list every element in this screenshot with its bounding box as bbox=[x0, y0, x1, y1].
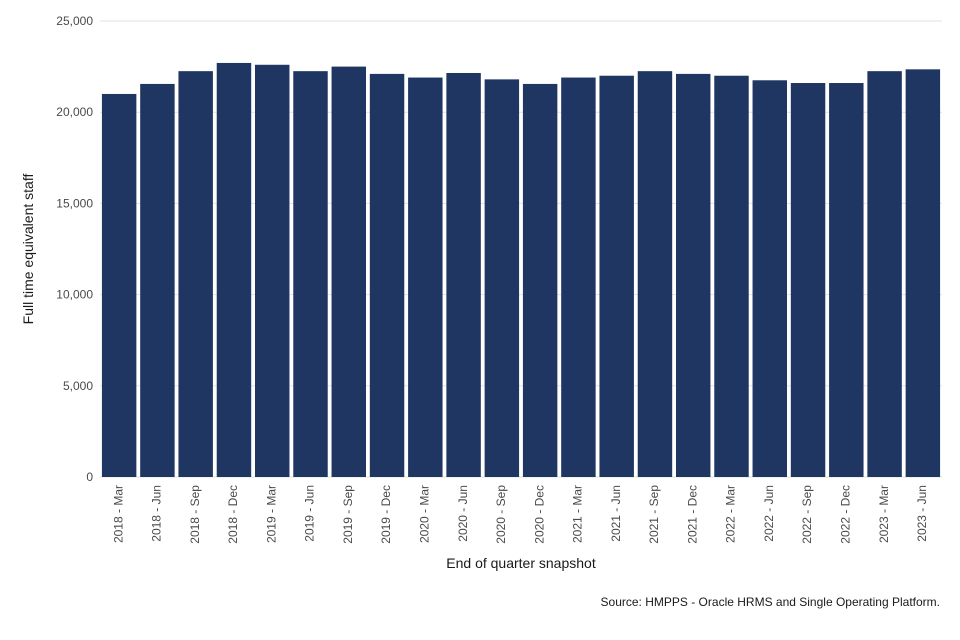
x-tick-label: 2021 - Mar bbox=[571, 485, 585, 543]
x-tick-label: 2018 - Sep bbox=[188, 485, 202, 544]
x-tick-label: 2020 - Sep bbox=[494, 485, 508, 544]
x-tick-label: 2018 - Mar bbox=[111, 485, 125, 543]
bar bbox=[637, 71, 673, 477]
x-tick-label: 2021 - Dec bbox=[685, 485, 699, 544]
bar bbox=[752, 80, 787, 477]
y-axis-ticks: 0 5,000 10,000 15,000 20,000 25,000 bbox=[56, 14, 93, 484]
bar bbox=[369, 73, 405, 478]
bar bbox=[101, 93, 137, 478]
x-tick-label: 2020 - Mar bbox=[417, 485, 431, 543]
bar bbox=[676, 73, 711, 478]
bar bbox=[484, 79, 520, 478]
x-tick-label: 2019 - Mar bbox=[264, 485, 278, 543]
y-tick-label: 25,000 bbox=[56, 14, 93, 28]
x-tick-label: 2021 - Jun bbox=[609, 485, 623, 542]
bar bbox=[714, 75, 749, 477]
y-axis-title: Full time equivalent staff bbox=[20, 174, 36, 325]
x-tick-label: 2022 - Dec bbox=[838, 485, 852, 544]
x-tick-label: 2020 - Dec bbox=[532, 485, 546, 544]
bar bbox=[867, 71, 902, 477]
x-tick-label: 2018 - Dec bbox=[226, 485, 240, 544]
x-tick-label: 2019 - Sep bbox=[341, 485, 355, 544]
bar bbox=[599, 75, 634, 477]
bar bbox=[829, 83, 864, 478]
y-tick-label: 0 bbox=[86, 470, 93, 484]
bar bbox=[408, 77, 443, 477]
x-tick-label: 2019 - Dec bbox=[379, 485, 393, 544]
bar bbox=[216, 62, 252, 478]
bar bbox=[293, 71, 328, 477]
y-tick-label: 10,000 bbox=[56, 288, 93, 302]
x-tick-label: 2021 - Sep bbox=[647, 485, 661, 544]
x-tick-label: 2023 - Mar bbox=[877, 485, 891, 543]
bar bbox=[140, 83, 175, 477]
x-tick-label: 2018 - Jun bbox=[150, 485, 164, 542]
x-tick-label: 2020 - Jun bbox=[456, 485, 470, 542]
y-tick-label: 15,000 bbox=[56, 196, 93, 210]
y-tick-label: 20,000 bbox=[56, 105, 93, 119]
x-tick-label: 2023 - Jun bbox=[915, 485, 929, 542]
bar bbox=[790, 83, 826, 478]
x-tick-label: 2022 - Mar bbox=[724, 485, 738, 543]
bar bbox=[905, 69, 941, 477]
bar bbox=[331, 66, 366, 477]
source-note: Source: HMPPS - Oracle HRMS and Single O… bbox=[601, 595, 940, 609]
x-tick-label: 2022 - Sep bbox=[800, 485, 814, 544]
bar bbox=[561, 77, 596, 477]
x-tick-label: 2019 - Jun bbox=[303, 485, 317, 542]
bar bbox=[255, 64, 290, 477]
bar bbox=[522, 83, 558, 477]
y-tick-label: 5,000 bbox=[63, 379, 93, 393]
bar bbox=[178, 71, 213, 477]
x-axis-title: End of quarter snapshot bbox=[446, 555, 596, 571]
x-axis-ticks: 2018 - Mar 2018 - Jun 2018 - Sep 2018 - Dec… bbox=[111, 485, 929, 544]
bars bbox=[101, 62, 941, 478]
bar bbox=[446, 72, 481, 477]
x-tick-label: 2022 - Jun bbox=[762, 485, 776, 542]
